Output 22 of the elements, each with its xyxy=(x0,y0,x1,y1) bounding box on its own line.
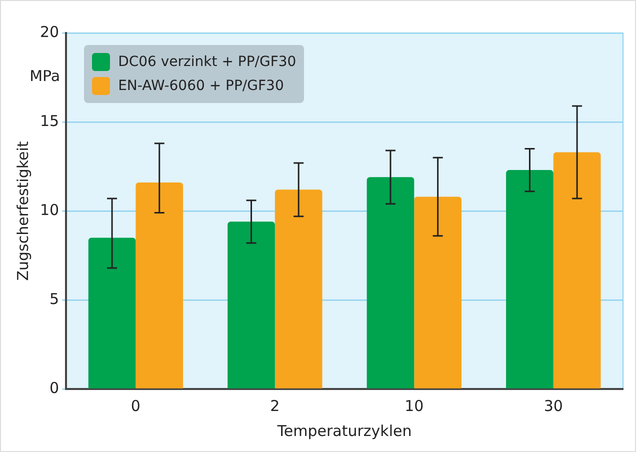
y-tick-label: 5 xyxy=(50,290,60,308)
x-axis-title: Temperaturzyklen xyxy=(276,422,412,440)
legend-label: EN-AW-6060 + PP/GF30 xyxy=(118,78,284,94)
y-tick-label: 10 xyxy=(40,200,60,219)
y-tick-label: 15 xyxy=(40,112,60,130)
text: MPa xyxy=(30,66,60,85)
bar xyxy=(136,182,184,388)
bar xyxy=(228,222,275,388)
legend-label: DC06 verzinkt + PP/GF30 xyxy=(118,54,296,70)
x-tick-label: 2 xyxy=(270,396,280,415)
x-tick-label: 30 xyxy=(544,396,563,415)
bar xyxy=(274,190,322,388)
bar xyxy=(366,177,414,388)
bar xyxy=(553,152,601,388)
bar xyxy=(506,170,554,388)
y-tick-label: 20 xyxy=(40,22,60,41)
bar xyxy=(414,196,462,388)
y-axis-title: Zugscherfestigkeit xyxy=(14,141,32,281)
bar xyxy=(88,238,136,388)
x-tick-label: 0 xyxy=(130,396,140,415)
y-tick-label: 0 xyxy=(50,378,60,397)
x-tick-label: 10 xyxy=(404,396,424,415)
